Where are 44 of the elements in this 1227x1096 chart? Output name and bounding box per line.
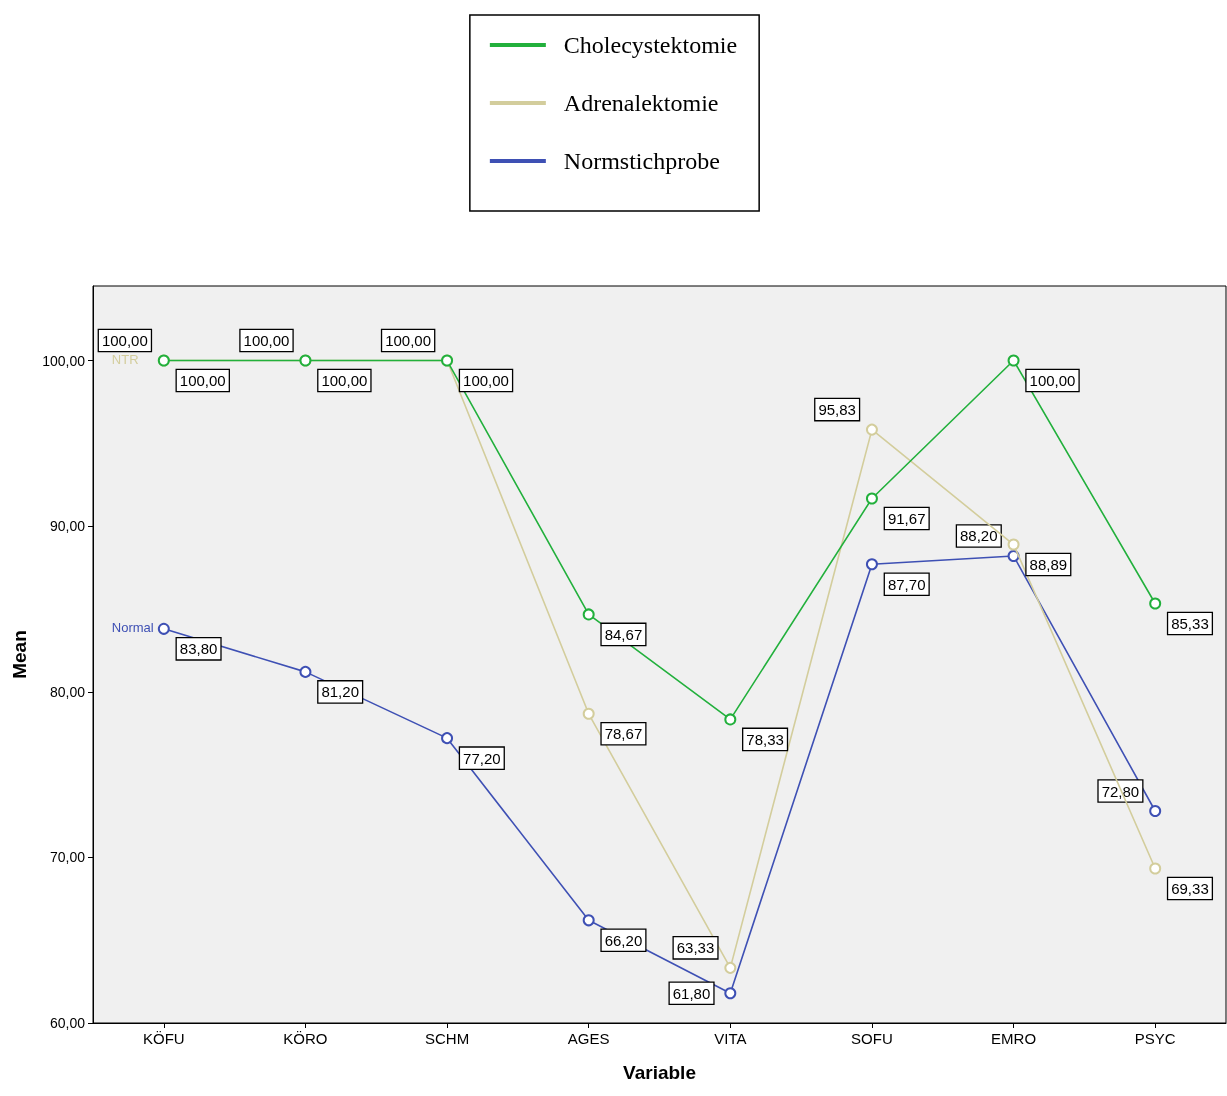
data-label: 100,00 <box>385 332 432 350</box>
data-label: 88,89 <box>1029 556 1068 574</box>
data-label: 69,33 <box>1171 879 1209 897</box>
data-label: 83,80 <box>179 640 218 658</box>
y-tick-label: 60,00 <box>49 1015 86 1031</box>
data-label: 78,67 <box>604 725 643 743</box>
x-tick-label: EMRO <box>991 1030 1037 1047</box>
x-tick-label: SCHM <box>424 1030 470 1047</box>
legend-label: Cholecystektomie <box>563 32 738 58</box>
data-label: 63,33 <box>676 939 715 957</box>
y-axis-title: Mean <box>9 630 30 679</box>
data-label: 100,00 <box>179 372 226 390</box>
data-label: 81,20 <box>321 683 359 701</box>
data-label: 100,00 <box>101 332 148 350</box>
data-label: 95,83 <box>818 401 856 419</box>
x-tick-label: SOFU <box>851 1030 893 1047</box>
data-label: 100,00 <box>321 372 368 390</box>
data-label: 77,20 <box>463 749 501 767</box>
x-tick-label: KÖFU <box>142 1030 185 1047</box>
data-label: 91,67 <box>887 509 926 527</box>
y-tick-label: 70,00 <box>49 849 86 866</box>
annotation: Normal <box>111 619 154 635</box>
y-tick-label: 80,00 <box>49 683 86 700</box>
data-label: 66,20 <box>604 931 643 949</box>
data-label: 85,33 <box>1171 614 1209 632</box>
annotation: NTR <box>111 351 139 367</box>
data-label: 88,20 <box>960 527 998 545</box>
x-tick-label: PSYC <box>1134 1030 1176 1047</box>
data-label: 84,67 <box>604 625 643 643</box>
data-label: 87,70 <box>887 575 926 593</box>
y-tick-label: 90,00 <box>49 518 86 535</box>
y-tick-label: 100,00 <box>42 352 86 369</box>
legend-label: Normstichprobe <box>563 148 720 174</box>
data-label: 72,80 <box>1101 782 1140 800</box>
data-label: 78,33 <box>746 730 784 748</box>
x-tick-label: AGES <box>567 1030 610 1047</box>
legend-label: Adrenalektomie <box>563 90 719 116</box>
x-tick-label: VITA <box>714 1030 747 1047</box>
data-label: 100,00 <box>1029 372 1076 390</box>
x-axis-title: Variable <box>623 1062 696 1083</box>
data-label: 100,00 <box>463 372 509 390</box>
data-label: 61,80 <box>672 984 711 1002</box>
x-tick-label: KÖRO <box>283 1030 328 1047</box>
data-label: 100,00 <box>243 332 290 350</box>
